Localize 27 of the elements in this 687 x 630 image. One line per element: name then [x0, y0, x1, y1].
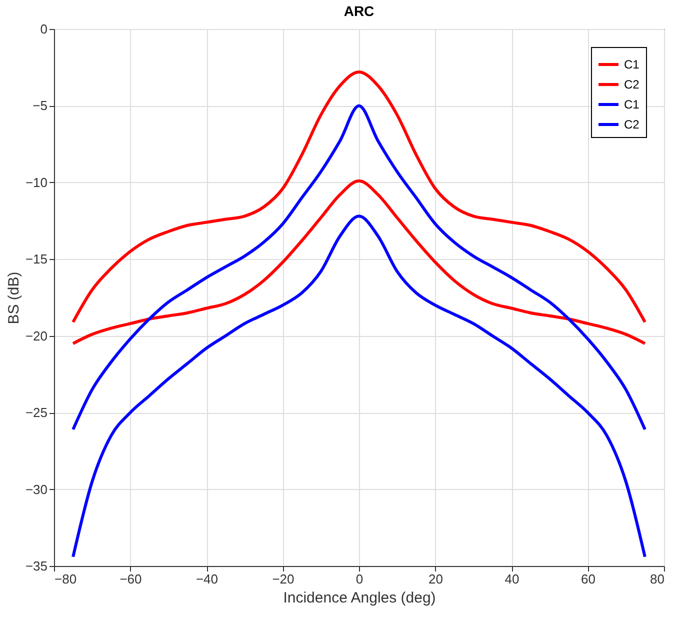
line-series	[72, 214, 646, 558]
x-tick-label: −40	[196, 572, 218, 586]
legend-label: C1	[624, 58, 640, 72]
chart-title: ARC	[344, 3, 374, 19]
x-tick-label: −80	[54, 572, 77, 586]
y-tick-label: −5	[32, 98, 48, 114]
legend-label: C2	[624, 78, 640, 92]
x-tick-label: 20	[428, 572, 443, 586]
x-tick-label: 60	[581, 572, 596, 586]
y-tick-label: −20	[25, 328, 48, 344]
line-series	[72, 179, 646, 346]
x-tick-label: 0	[356, 572, 364, 586]
legend-label: C1	[624, 98, 640, 112]
y-tick-label: −25	[25, 405, 48, 420]
x-tick-label: 80	[650, 572, 664, 586]
y-tick-label: −10	[25, 174, 48, 190]
legend-label: C2	[624, 118, 640, 132]
x-tick-label: −60	[120, 572, 142, 586]
x-axis-title: Incidence Angles (deg)	[283, 590, 436, 606]
y-tick-label: 0	[40, 22, 48, 36]
x-tick-label: −20	[272, 572, 294, 586]
x-tick-label: 40	[504, 572, 520, 586]
y-tick-label: −15	[25, 252, 48, 267]
line-series	[72, 70, 646, 324]
y-tick-label: −30	[25, 482, 48, 497]
y-tick-label: −35	[25, 558, 48, 574]
y-axis-title: BS (dB)	[5, 272, 22, 324]
